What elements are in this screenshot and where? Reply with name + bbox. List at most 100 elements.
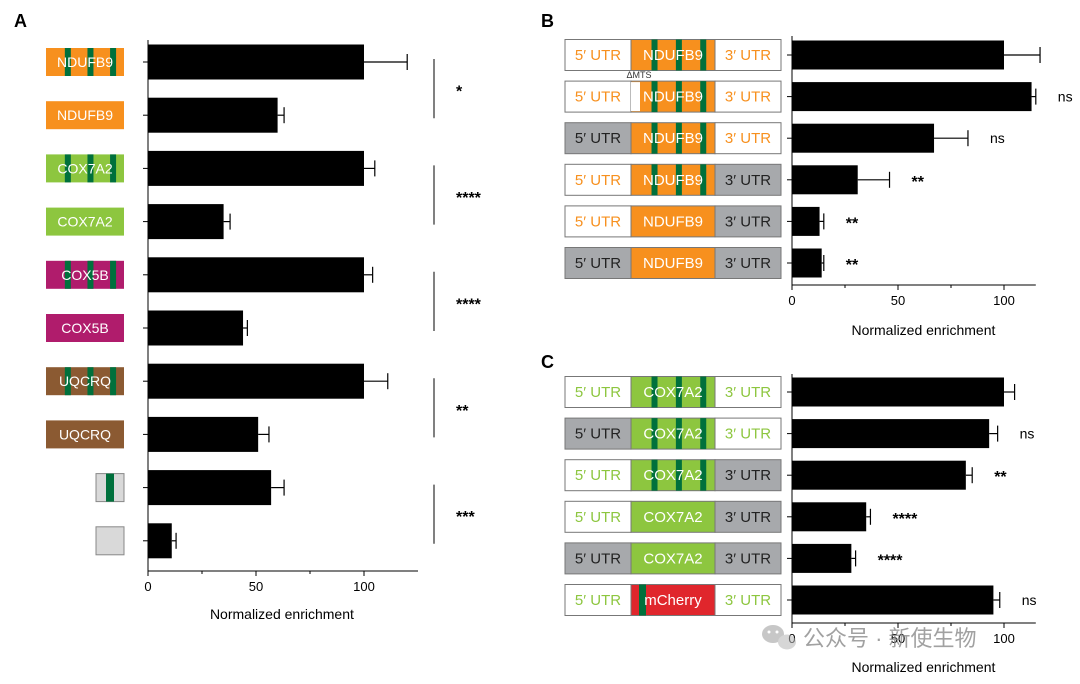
panel-label-b: B bbox=[541, 11, 554, 31]
panel-c-utr3-label-5: 3′ UTR bbox=[725, 550, 771, 567]
panel-b-utr3-box-1 bbox=[714, 39, 782, 71]
panel-b-stripe-1-1 bbox=[651, 39, 658, 71]
panel-a-significance-1: * bbox=[456, 84, 463, 101]
panel-c-row-4-bar bbox=[792, 502, 867, 532]
panel-a-stripe-3-1 bbox=[64, 154, 71, 183]
panel-a-stripe-1-2 bbox=[87, 48, 94, 76]
panel-b-construct-3: 5′ UTR NDUFB9 3′ UTR bbox=[564, 122, 782, 155]
panel-b-utr5-label-5: 5′ UTR bbox=[575, 213, 621, 230]
panel-b-utr5-box-4 bbox=[564, 163, 632, 196]
panel-a-construct-10 bbox=[95, 526, 125, 556]
panel-c-stripe-2-3 bbox=[700, 418, 707, 450]
panel-b-utr5-box-3 bbox=[564, 122, 632, 155]
panel-a-construct-8: UQCRQ bbox=[46, 420, 124, 449]
panel-b-significance-3: ns bbox=[990, 130, 1005, 146]
panel-b-x-tick-label-1: 50 bbox=[891, 293, 905, 308]
panel-c-utr3-box-6 bbox=[714, 584, 782, 616]
panel-a-x-tick-label-1: 50 bbox=[249, 579, 263, 594]
panel-b-cds-label-5: NDUFB9 bbox=[643, 213, 703, 230]
panel-c-cds-label-6: mCherry bbox=[644, 592, 702, 609]
panel-a-row-5-bar bbox=[148, 257, 364, 293]
panel-c-utr3-label-4: 3′ UTR bbox=[725, 509, 771, 526]
panel-a-stripe-9 bbox=[106, 473, 114, 502]
panel-a-stripe-7-2 bbox=[87, 367, 94, 396]
panel-b-x-axis-label: Normalized enrichment bbox=[851, 322, 995, 338]
panel-b-utr3-box-5 bbox=[714, 205, 782, 238]
panel-c-utr3-label-3: 3′ UTR bbox=[725, 467, 771, 484]
panel-a-construct-label-8: UQCRQ bbox=[59, 426, 111, 442]
panel-b-utr3-box-3 bbox=[714, 122, 782, 155]
panel-c-construct-3: 5′ UTR COX7A2 3′ UTR bbox=[564, 459, 782, 492]
panel-c-construct-2: 5′ UTR COX7A2 3′ UTR bbox=[564, 417, 782, 450]
panel-a-construct-label-7: UQCRQ bbox=[59, 373, 111, 389]
panel-c-utr3-label-6: 3′ UTR bbox=[725, 592, 771, 609]
panel-c-stripe-3-3 bbox=[700, 459, 707, 491]
watermark-text: 公众号 · 新使生物 bbox=[803, 626, 977, 651]
panel-b-row-5-bar bbox=[792, 206, 820, 236]
panel-c-utr5-label-1: 5′ UTR bbox=[575, 384, 621, 401]
panel-c-row-6-bar bbox=[792, 585, 994, 615]
panel-c-utr3-label-1: 3′ UTR bbox=[725, 384, 771, 401]
panel-b-stripe-1-3 bbox=[700, 39, 707, 71]
panel-c-cds-label-1: COX7A2 bbox=[643, 384, 702, 401]
panel-b-significance-2: ns bbox=[1058, 89, 1073, 105]
panel-b-stripe-4-1 bbox=[651, 164, 658, 196]
panel-a-construct-6: COX5B bbox=[46, 314, 124, 342]
panel-c-utr5-box-1 bbox=[564, 376, 632, 408]
panel-a-stripe-5-3 bbox=[110, 260, 117, 289]
panel-a-stripe-1-1 bbox=[64, 48, 71, 76]
panel-a-row-4-bar bbox=[148, 204, 224, 240]
panel-c-construct-5: 5′ UTR COX7A2 3′ UTR bbox=[564, 542, 782, 575]
panel-b-utr3-box-2 bbox=[714, 80, 782, 113]
panel-a-construct-label-2: NDUFB9 bbox=[57, 107, 113, 123]
panel-c-stripe-2-1 bbox=[651, 418, 658, 450]
panel-b-row-2-bar bbox=[792, 82, 1032, 112]
panel-b-utr3-label-1: 3′ UTR bbox=[725, 47, 771, 64]
panel-b-row-3-bar bbox=[792, 123, 935, 153]
panel-c-stripe-3-1 bbox=[651, 459, 658, 491]
panel-c-significance-3: ** bbox=[994, 469, 1007, 486]
panel-c-cds-box-5 bbox=[630, 542, 716, 575]
panel-c-cds-label-2: COX7A2 bbox=[643, 426, 702, 443]
panel-a: A 0 50 100 Normalized enrichment NDUFB9 NDUFB… bbox=[14, 11, 482, 622]
panel-b-stripe-3-2 bbox=[675, 122, 682, 154]
panel-a-construct-box-6 bbox=[46, 314, 124, 342]
panel-a-stripe-1-3 bbox=[110, 48, 117, 76]
watermark: 公众号 · 新使生物 bbox=[762, 625, 977, 651]
panel-b-cds-box-5 bbox=[630, 205, 716, 238]
panel-label-c: C bbox=[541, 352, 554, 372]
panel-c-significance-6: ns bbox=[1022, 592, 1037, 608]
panel-c-row-3-bar bbox=[792, 460, 966, 490]
panel-b-significance-4: ** bbox=[912, 174, 925, 191]
panel-a-row-9-bar bbox=[148, 470, 272, 506]
panel-a-construct-3: COX7A2 bbox=[46, 154, 124, 183]
panel-a-construct-5: COX5B bbox=[46, 260, 124, 289]
panel-b-stripe-4-3 bbox=[700, 164, 707, 196]
panel-b-construct-4: 5′ UTR NDUFB9 3′ UTR bbox=[564, 163, 782, 196]
panel-a-row-2-bar bbox=[148, 97, 278, 133]
panel-b-cds-label-4: NDUFB9 bbox=[643, 172, 703, 189]
panel-b-utr5-label-6: 5′ UTR bbox=[575, 255, 621, 272]
panel-a-x-axis-label: Normalized enrichment bbox=[210, 606, 354, 622]
panel-b-row-6-bar bbox=[792, 248, 822, 278]
panel-b-stripe-4-2 bbox=[675, 164, 682, 196]
panel-b-utr3-label-2: 3′ UTR bbox=[725, 89, 771, 106]
panel-a-row-8-bar bbox=[148, 416, 259, 452]
panel-b-row-1-bar bbox=[792, 40, 1004, 70]
panel-b-utr5-label-1: 5′ UTR bbox=[575, 47, 621, 64]
panel-c-utr3-box-1 bbox=[714, 376, 782, 408]
panel-a-row-10-bar bbox=[148, 523, 172, 559]
panel-a-construct-9 bbox=[95, 473, 125, 503]
panel-a-construct-label-1: NDUFB9 bbox=[57, 54, 113, 70]
panel-c-stripe-2-2 bbox=[675, 418, 682, 450]
panel-b-utr3-box-6 bbox=[714, 247, 782, 279]
panel-b-stripe-2-3 bbox=[700, 81, 707, 113]
panel-c-stripe-1-1 bbox=[651, 376, 658, 408]
panel-b-stripe-2-2 bbox=[675, 81, 682, 113]
panel-c-cds-label-5: COX7A2 bbox=[643, 550, 702, 567]
panel-c-x-tick-label-1: 50 bbox=[891, 631, 905, 646]
panel-a-construct-2: NDUFB9 bbox=[46, 101, 124, 130]
panel-a-construct-7: UQCRQ bbox=[46, 367, 124, 396]
panel-b-utr5-label-4: 5′ UTR bbox=[575, 172, 621, 189]
